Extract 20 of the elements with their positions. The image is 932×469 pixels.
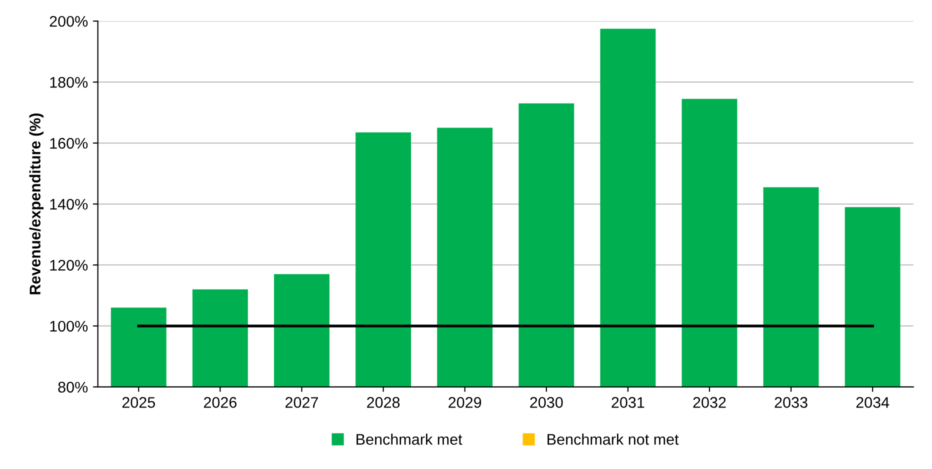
legend-label: Benchmark met bbox=[356, 434, 462, 445]
y-tick-label: 200% bbox=[50, 16, 88, 27]
x-tick-label: 2033 bbox=[774, 397, 808, 408]
x-tick-label: 2026 bbox=[204, 397, 237, 408]
y-tick-label: 180% bbox=[50, 76, 88, 88]
y-axis-title: Revenue/expenditure (%) bbox=[29, 114, 44, 294]
x-tick-label: 2032 bbox=[693, 397, 726, 408]
y-tick-label: 80% bbox=[58, 382, 88, 393]
x-tick-label: 2028 bbox=[367, 397, 400, 408]
x-tick-label: 2029 bbox=[448, 397, 482, 408]
legend-label: Benchmark not met bbox=[548, 434, 679, 445]
y-tick-label: 100% bbox=[50, 320, 88, 332]
y-tick-label: 160% bbox=[50, 138, 88, 149]
x-tick-label: 2034 bbox=[856, 397, 890, 408]
y-tick-label: 140% bbox=[50, 198, 88, 210]
y-tick-label: 120% bbox=[50, 260, 88, 271]
x-tick-label: 2031 bbox=[612, 397, 644, 408]
x-tick-label: 2027 bbox=[286, 397, 318, 408]
x-tick-label: 2030 bbox=[530, 397, 563, 408]
x-tick-label: 2025 bbox=[122, 397, 155, 408]
